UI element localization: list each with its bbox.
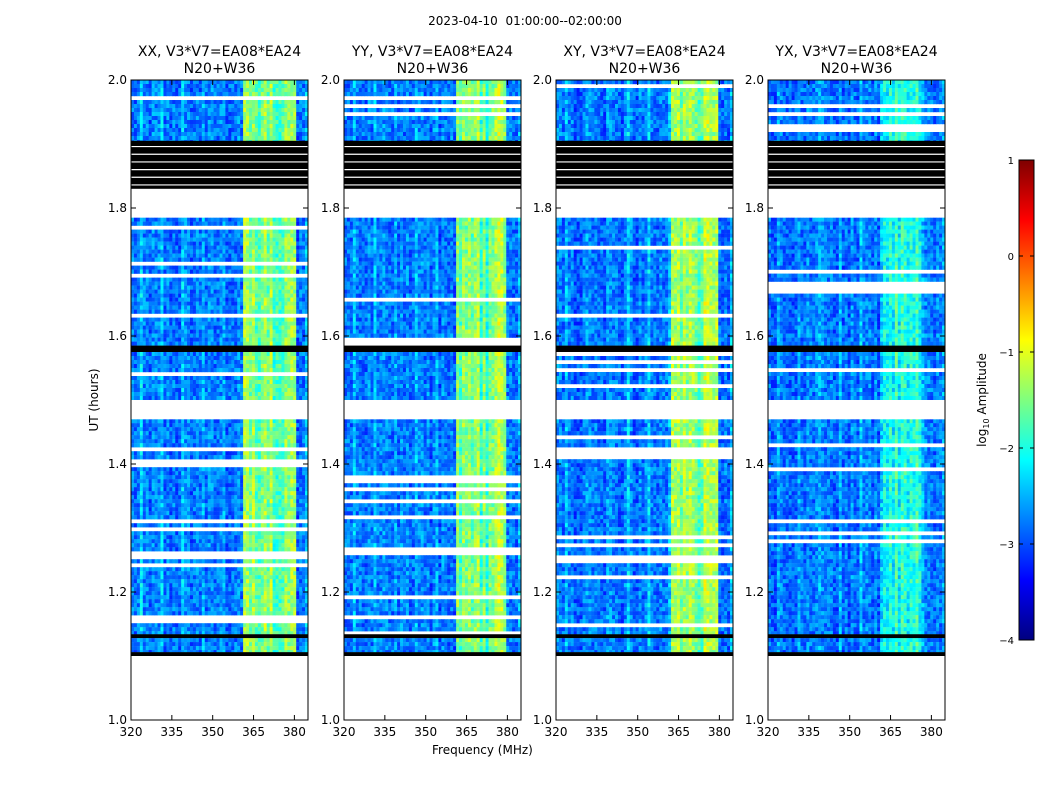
- y-tick-label: 2.0: [745, 73, 764, 87]
- colorbar: −4 −3 −2 −1 0 1 log10 Amplitude: [975, 156, 1035, 647]
- y-tick-label: 1.8: [745, 201, 764, 215]
- x-tick-label: 320: [545, 725, 568, 739]
- colorbar-tick-label: −1: [999, 348, 1014, 359]
- y-axis-label: UT (hours): [87, 368, 101, 431]
- x-tick-label: 380: [283, 725, 306, 739]
- panel-2-image: [344, 80, 521, 720]
- y-tick-label: 2.0: [108, 73, 127, 87]
- panel-4-frame: [767, 79, 946, 721]
- y-tick-label: 1.2: [321, 585, 340, 599]
- y-tick-label: 1.2: [533, 585, 552, 599]
- y-tick-label: 1.6: [745, 329, 764, 343]
- y-tick-label: 1.6: [108, 329, 127, 343]
- x-tick-label: 335: [797, 725, 820, 739]
- panel-1-frame: [130, 79, 309, 721]
- panel-4-title: YX, V3*V7=EA08*EA24: [774, 44, 937, 60]
- panel-2-title: YY, V3*V7=EA08*EA24: [351, 44, 513, 60]
- panel-3-image: [556, 80, 733, 720]
- y-tick-label: 1.0: [108, 713, 127, 727]
- y-tick-label: 2.0: [533, 73, 552, 87]
- y-tick-label: 1.0: [745, 713, 764, 727]
- x-tick-label: 335: [585, 725, 608, 739]
- x-tick-label: 380: [708, 725, 731, 739]
- panel-2-subtitle: N20+W36: [397, 61, 469, 77]
- y-tick-label: 1.8: [321, 201, 340, 215]
- panel-3-subtitle: N20+W36: [609, 61, 681, 77]
- panel-1-title: XX, V3*V7=EA08*EA24: [138, 44, 301, 60]
- x-tick-label: 365: [879, 725, 902, 739]
- colorbar-tick-label: −2: [999, 444, 1014, 455]
- y-tick-label: 1.8: [108, 201, 127, 215]
- panel-1-subtitle: N20+W36: [184, 61, 256, 77]
- x-tick-label: 335: [160, 725, 183, 739]
- colorbar-tick-label: −4: [999, 636, 1014, 647]
- y-tick-label: 1.4: [745, 457, 764, 471]
- y-tick-label: 2.0: [321, 73, 340, 87]
- x-tick-label: 350: [414, 725, 437, 739]
- x-tick-label: 350: [201, 725, 224, 739]
- x-tick-label: 350: [838, 725, 861, 739]
- y-tick-label: 1.0: [533, 713, 552, 727]
- x-tick-label: 380: [920, 725, 943, 739]
- x-tick-label: 380: [496, 725, 519, 739]
- colorbar-tick-label: 1: [1008, 156, 1014, 167]
- y-tick-label: 1.2: [745, 585, 764, 599]
- x-tick-label: 365: [667, 725, 690, 739]
- y-tick-label: 1.6: [321, 329, 340, 343]
- figure-title: 2023-04-10 01:00:00--02:00:00: [0, 14, 1050, 28]
- y-tick-label: 1.0: [321, 713, 340, 727]
- panel-4-image: [768, 80, 945, 720]
- y-tick-label: 1.4: [533, 457, 552, 471]
- panel-2-frame: [343, 79, 522, 721]
- y-tick-label: 1.4: [321, 457, 340, 471]
- x-tick-label: 320: [757, 725, 780, 739]
- x-tick-label: 365: [455, 725, 478, 739]
- colorbar-tick-label: 0: [1008, 252, 1014, 263]
- colorbar-label: log10 Amplitude: [975, 353, 991, 447]
- x-tick-label: 320: [333, 725, 356, 739]
- y-tick-label: 1.2: [108, 585, 127, 599]
- x-tick-label: 365: [242, 725, 265, 739]
- panel-1-image: [131, 80, 308, 720]
- panel-4-subtitle: N20+W36: [821, 61, 893, 77]
- colorbar-tick-label: −3: [999, 540, 1014, 551]
- x-axis-label: Frequency (MHz): [432, 743, 533, 757]
- x-tick-label: 320: [120, 725, 143, 739]
- x-tick-label: 335: [373, 725, 396, 739]
- y-tick-label: 1.4: [108, 457, 127, 471]
- panel-3-frame: [555, 79, 734, 721]
- x-tick-label: 350: [626, 725, 649, 739]
- panel-3-title: XY, V3*V7=EA08*EA24: [563, 44, 725, 60]
- y-tick-label: 1.6: [533, 329, 552, 343]
- y-tick-label: 1.8: [533, 201, 552, 215]
- colorbar-gradient: [1018, 159, 1035, 641]
